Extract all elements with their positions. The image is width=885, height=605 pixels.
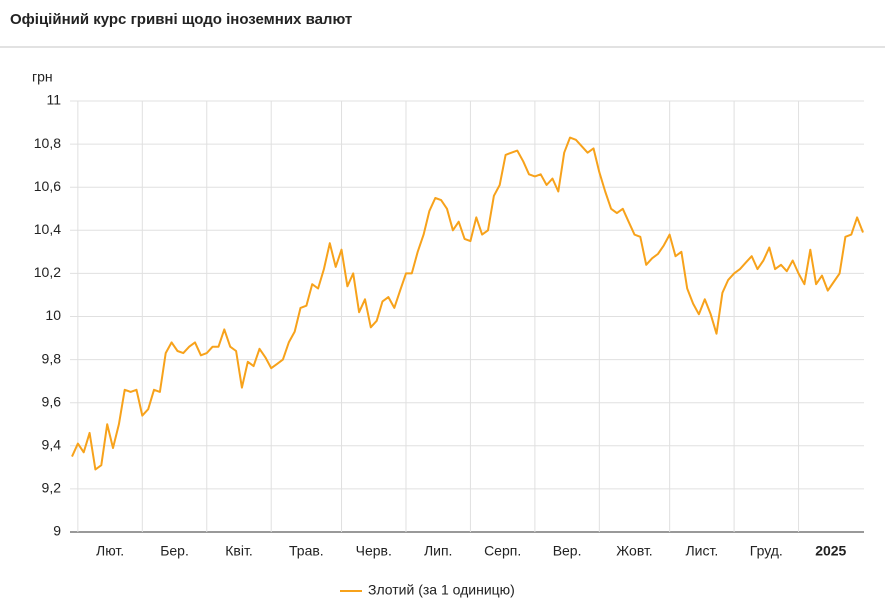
x-tick-label: Квіт.: [225, 543, 252, 559]
y-tick-label: 9,2: [42, 480, 62, 496]
x-tick-label: Трав.: [289, 543, 324, 559]
y-tick-label: 9,8: [42, 350, 62, 366]
x-tick-label: Бер.: [160, 543, 189, 559]
x-tick-label: Груд.: [750, 543, 783, 559]
x-tick-label: Лист.: [685, 543, 718, 559]
x-tick-label: Лип.: [424, 543, 452, 559]
x-tick-label: Вер.: [553, 543, 582, 559]
legend-label: Злотий (за 1 одиницю): [368, 582, 515, 598]
y-tick-label: 10,4: [34, 221, 61, 237]
y-tick-label: 9,6: [42, 393, 62, 409]
chart-title: Офіційний курс гривні щодо іноземних вал…: [10, 11, 352, 28]
x-tick-label: Лют.: [96, 543, 124, 559]
y-tick-label: 9: [53, 523, 61, 539]
y-tick-label: 10: [45, 307, 61, 323]
y-tick-label: 10,2: [34, 264, 61, 280]
y-axis-label: грн: [32, 69, 53, 85]
y-tick-label: 10,6: [34, 178, 61, 194]
x-tick-label: Серп.: [484, 543, 521, 559]
data-line: [71, 136, 864, 471]
x-tick-label: Черв.: [356, 543, 392, 559]
y-tick-label: 11: [46, 92, 61, 108]
x-tick-label: Жовт.: [616, 543, 652, 559]
y-tick-label: 10,8: [34, 135, 61, 151]
x-tick-label: 2025: [815, 543, 846, 559]
y-tick-label: 9,4: [42, 437, 62, 453]
